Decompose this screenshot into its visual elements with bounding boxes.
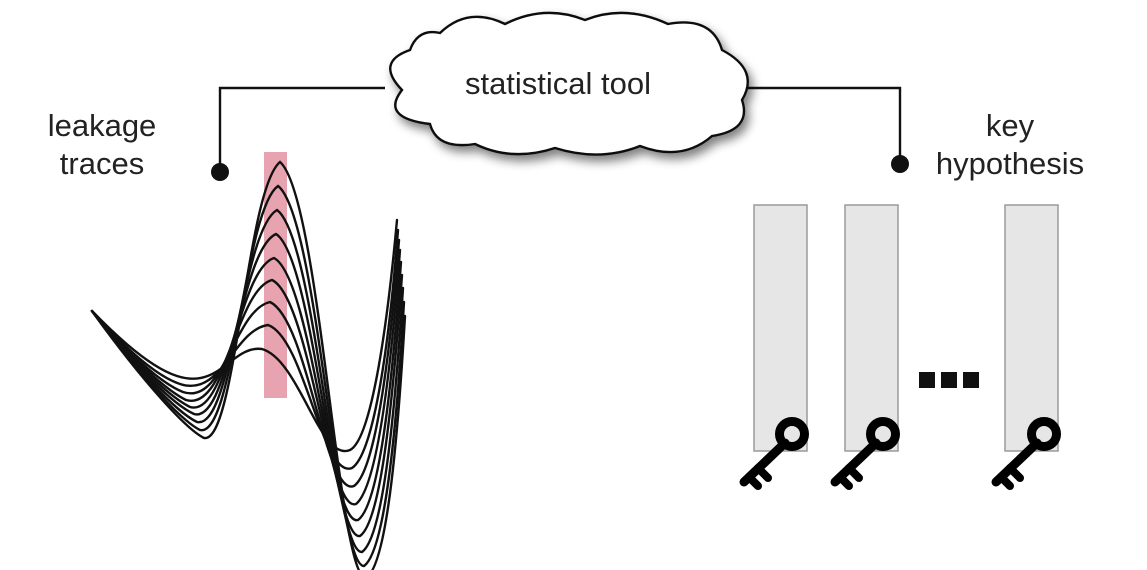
leakage-trace-4: [90, 248, 402, 506]
leakage-trace-9: [90, 160, 407, 570]
statistical-tool-label: statistical tool: [465, 66, 651, 101]
ellipsis-icon: [919, 372, 979, 388]
key-hypothesis-label-line1: key: [986, 108, 1035, 143]
key-hypothesis-label-line2: hypothesis: [936, 146, 1084, 181]
leakage-trace-3: [90, 238, 401, 488]
cloud-icon: [389, 11, 749, 156]
leakage-trace-7: [90, 208, 405, 554]
leakage-trace-5: [90, 256, 403, 522]
key-hypothesis-bar-2: [844, 204, 899, 452]
right-connector-dot: [891, 155, 909, 173]
leakage-label-line1: leakage: [48, 108, 157, 143]
leakage-trace-6: [90, 232, 404, 538]
leakage-trace-2: [90, 228, 400, 470]
key-hypothesis-bars: [753, 204, 1059, 452]
key-hypothesis-bar-1: [753, 204, 808, 452]
leakage-traces: [90, 160, 407, 570]
leakage-label-line2: traces: [60, 146, 144, 181]
right-connector-line: [748, 86, 902, 164]
statistical-tool-cloud: [389, 11, 749, 156]
left-connector-dot: [211, 163, 229, 181]
left-connector-line: [218, 86, 385, 172]
leakage-trace-8: [90, 184, 406, 568]
key-hypothesis-bar-3: [1004, 204, 1059, 452]
leakage-trace-1: [90, 218, 399, 453]
